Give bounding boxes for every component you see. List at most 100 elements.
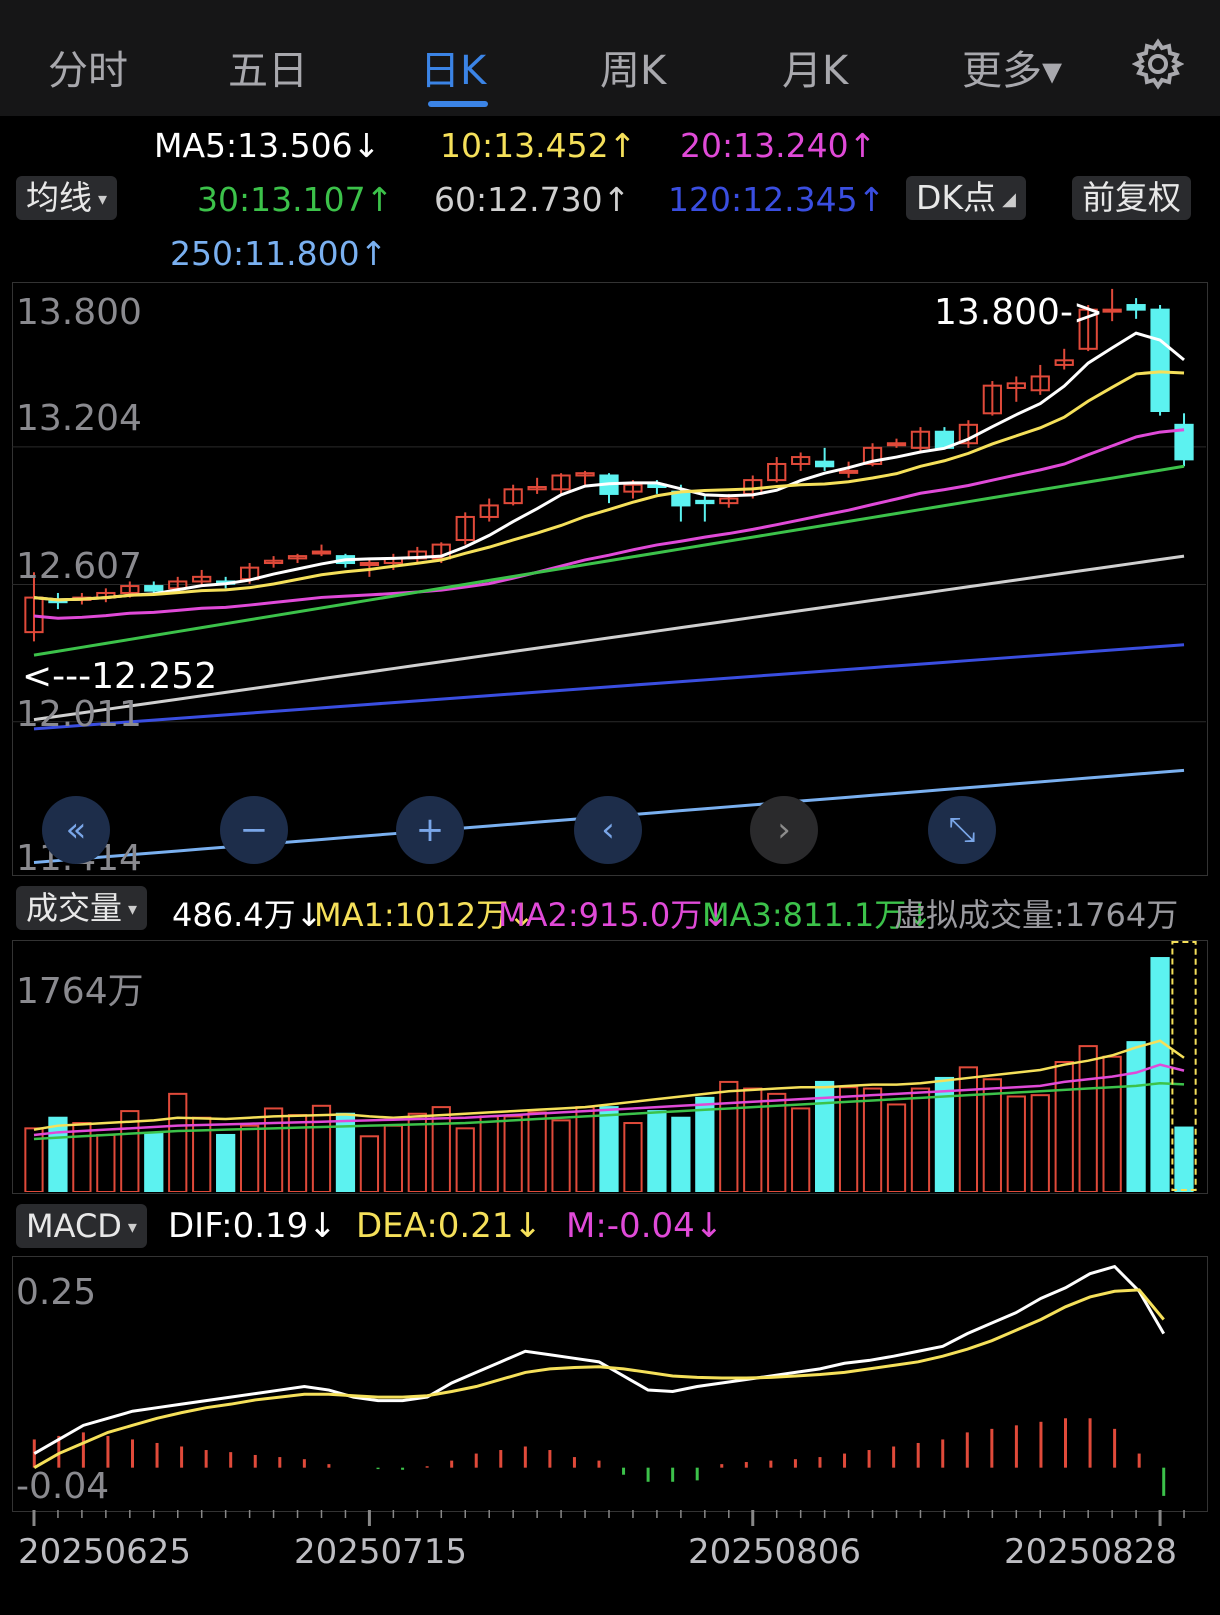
volume-bar (671, 1116, 691, 1192)
candlestick-chart (12, 288, 1206, 864)
candle-body (1054, 359, 1074, 366)
scroll-far-left-button[interactable]: « (42, 796, 110, 864)
volume-ma1-line (33, 1039, 1185, 1131)
volume-bar (192, 1116, 212, 1192)
candle-body (527, 486, 547, 491)
volume-current: 486.4万↓ (172, 896, 323, 934)
volume-bar (431, 1106, 451, 1192)
macd-axis-bottom: -0.04 (16, 1466, 110, 1507)
volume-ma3: MA3:811.1万↓ (702, 896, 934, 934)
ma30-value: 30:13.107↑ (197, 180, 394, 219)
macd-dea-line (33, 1288, 1165, 1469)
volume-indicator-dropdown[interactable]: 成交量 ▾ (16, 886, 148, 930)
volume-bar (216, 1133, 236, 1192)
candle-body (623, 483, 643, 493)
candle-body (767, 462, 787, 482)
candle-body (1174, 423, 1194, 461)
price-axis-label: 13.204 (16, 398, 142, 439)
volume-bar (1078, 1045, 1098, 1192)
ma20-value: 20:13.240↑ (680, 126, 877, 165)
volume-bar (575, 1106, 595, 1192)
tab-intraday[interactable]: 分时 (48, 48, 128, 94)
ma60-value: 60:12.730↑ (434, 180, 631, 219)
virtual-volume: 虚拟成交量:1764万 (894, 896, 1179, 934)
tab-daily-k[interactable]: 日K (420, 48, 487, 94)
volume-bar (719, 1080, 739, 1192)
active-tab-indicator (428, 101, 488, 107)
volume-bar (311, 1104, 332, 1192)
zoom-in-button[interactable]: + (396, 796, 464, 864)
ma120-value: 120:12.345↑ (668, 180, 886, 219)
macd-chart (32, 1264, 1166, 1496)
volume-bar (239, 1124, 260, 1192)
date-label: 20250806 (688, 1532, 862, 1572)
ma120-line (33, 643, 1185, 731)
volume-bar (982, 1078, 1002, 1192)
volume-bar (1150, 957, 1170, 1192)
price-axis-label: 12.607 (16, 546, 142, 587)
zoom-out-button[interactable]: − (220, 796, 288, 864)
ma30-line (33, 464, 1185, 657)
ma-selector-dropdown[interactable]: 均线 ▾ (16, 176, 118, 220)
chevron-down-icon: ▾ (127, 1217, 137, 1238)
ma5-value: MA5:13.506↓ (154, 126, 381, 165)
candle-body (695, 499, 715, 505)
volume-bar (1174, 1126, 1194, 1192)
volume-bar (551, 1119, 571, 1192)
macd-indicator-dropdown[interactable]: MACD ▾ (16, 1204, 147, 1248)
dk-point-button[interactable]: DK点 ◢ (906, 176, 1026, 220)
candle-body (1078, 308, 1098, 350)
high-price-annotation: 13.800-> (934, 292, 1104, 333)
candle-body (575, 472, 595, 477)
volume-bar (383, 1124, 403, 1192)
forward-adjust-button[interactable]: 前复权 (1072, 176, 1191, 220)
volume-ma2-line (33, 1063, 1185, 1137)
volume-bar (96, 1133, 116, 1192)
volume-bar (767, 1092, 787, 1192)
candle-body (263, 559, 284, 565)
volume-bar (407, 1112, 427, 1192)
macd-axis-top: 0.25 (16, 1272, 97, 1313)
volume-bar (815, 1080, 835, 1192)
volume-chart-panel[interactable] (12, 940, 1208, 1194)
volume-bar (48, 1116, 68, 1192)
volume-bar (647, 1110, 667, 1192)
candle-body (838, 469, 859, 474)
volume-bar (168, 1092, 188, 1192)
volume-bar (623, 1122, 643, 1192)
candle-body (815, 460, 835, 468)
volume-bar (1102, 1055, 1122, 1192)
volume-bar (886, 1103, 907, 1192)
volume-bar (263, 1107, 284, 1192)
candle-body (359, 562, 380, 567)
volume-bar (1030, 1094, 1050, 1192)
scroll-left-button[interactable]: ‹ (574, 796, 642, 864)
tab-five-day[interactable]: 五日 (228, 48, 308, 94)
price-axis-label: 13.800 (16, 292, 142, 333)
gear-icon[interactable] (1132, 38, 1184, 90)
ma250-value: 250:11.800↑ (170, 234, 388, 273)
scroll-right-button[interactable]: › (750, 796, 818, 864)
price-axis-label: 12.011 (16, 694, 142, 735)
candle-body (1102, 308, 1122, 313)
volume-bar (838, 1086, 859, 1192)
volume-axis-max: 1764万 (16, 971, 144, 1012)
volume-bar-chart (24, 941, 1197, 1192)
candle-body (1150, 308, 1170, 412)
candle-body (982, 384, 1002, 415)
fullscreen-button[interactable]: ⤡ (928, 796, 996, 864)
volume-ma3-line (33, 1081, 1185, 1141)
candle-body (455, 515, 475, 541)
chevron-down-icon: ▾ (128, 899, 138, 920)
candle-body (910, 430, 931, 449)
price-chart-panel[interactable] (12, 282, 1208, 876)
tab-monthly-k[interactable]: 月K (782, 48, 849, 94)
date-label: 20250625 (18, 1532, 192, 1572)
volume-ma2: MA2:915.0万↓ (498, 896, 730, 934)
tab-weekly-k[interactable]: 周K (600, 48, 667, 94)
volume-bar (791, 1107, 811, 1192)
tab-more[interactable]: 更多▾ (962, 48, 1063, 94)
ma60-line (33, 554, 1185, 722)
macd-chart-panel[interactable] (12, 1256, 1208, 1512)
macd-m: M:-0.04↓ (566, 1206, 724, 1246)
